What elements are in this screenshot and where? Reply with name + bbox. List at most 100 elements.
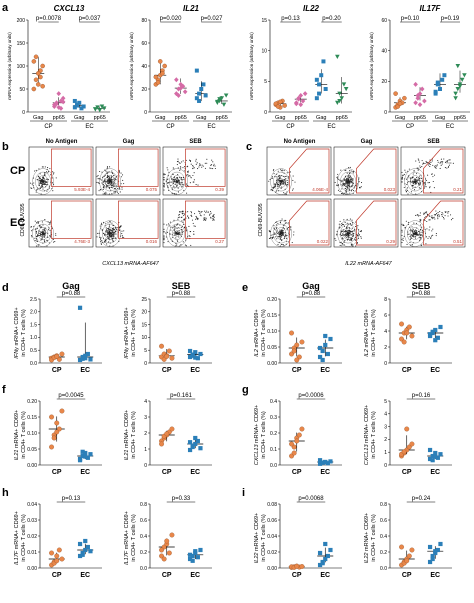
flow-event [182,241,184,243]
flow-event [417,215,420,217]
flow-event [356,242,358,244]
flow-event [347,184,349,186]
flow-event [446,167,448,169]
flow-event [412,184,414,186]
data-point [457,84,463,89]
flow-event [208,214,211,216]
data-point [328,336,333,342]
flow-contour [107,230,113,237]
flow-event [447,212,449,214]
y-tick-label: 0.04 [267,534,277,540]
flow-event [106,234,108,236]
flow-event [425,186,427,188]
flow-event [107,185,109,187]
flow-event [356,235,359,237]
flow-event [344,229,347,231]
flow-event [336,184,338,186]
y-tick-label: 0.0 [270,463,277,469]
flow-event [437,216,439,218]
flow-event [280,181,282,183]
flow-event [425,243,427,245]
flow-event [188,225,190,228]
flow-event [52,173,54,175]
x-tick-label: EC [320,572,330,579]
flow-event [105,227,107,229]
flow-event [121,188,123,190]
gene-title: IL22 [303,4,320,13]
flow-event [112,224,114,227]
flow-event [30,226,33,228]
flow-event [41,221,43,223]
flow-event [185,183,188,185]
flow-event [40,239,42,241]
flow-contour [278,178,284,185]
y-tick-label: 0.00 [27,566,37,572]
flow-event [213,163,215,165]
y-tick-label: 0.20 [267,297,277,303]
flow-event [281,234,283,236]
flow-event [427,164,429,166]
flow-gate-value: 5.93E-4 [74,187,90,192]
group-label: EC [327,124,336,130]
flow-event [435,210,437,212]
flow-event [41,237,43,240]
flow-event [401,234,403,236]
flow-event [114,237,116,239]
flow-event [173,230,175,232]
flow-event [420,237,422,239]
flow-event [177,158,179,160]
flow-event [278,177,280,179]
data-point [438,541,443,547]
flow-event [176,164,178,166]
flow-event [108,241,110,243]
data-point [404,426,410,432]
flow-plot-frame [95,146,161,196]
y-tick-label: 0 [384,463,387,469]
y-tick-label: 8 [384,297,387,303]
data-point [435,335,440,340]
y-tick-label: 0.3 [270,415,277,421]
flow-event [286,179,288,182]
flow-gate-value: 0.39 [215,187,224,192]
flow-event [120,183,122,185]
flow-event [37,179,39,181]
y-axis-label-2: in CD4+ T cells (%) [21,514,27,561]
flow-event [430,161,432,164]
flow-event [415,222,418,224]
data-point [157,59,163,64]
flow-event [339,227,341,229]
flow-event [166,224,168,226]
flow-event [178,232,180,234]
flow-event [285,237,287,239]
flow-event [179,216,181,218]
flow-event [346,181,348,183]
flow-event [212,215,214,217]
x-tick-label: CP [162,367,172,374]
flow-event [102,181,105,183]
x-tick-label: pp65 [216,115,228,121]
flow-event [424,211,426,213]
flow-event [114,178,116,180]
data-point [40,83,45,89]
flow-event [273,233,275,235]
data-point [59,556,65,562]
flow-event [275,224,277,226]
data-point [438,324,443,330]
panel-letter-c: c [246,141,252,153]
flow-event [360,237,362,239]
flow-event [452,162,454,164]
data-point [49,414,54,420]
flow-plot-frame [28,146,94,196]
flow-contour [278,230,284,237]
flow-event [189,182,191,184]
flow-gate [356,148,397,194]
flow-event [287,184,289,186]
flow-event [179,169,181,171]
flow-event [443,158,445,160]
flow-event [424,162,426,164]
flow-event [176,178,178,180]
data-point [59,408,65,414]
flow-event [409,230,411,232]
